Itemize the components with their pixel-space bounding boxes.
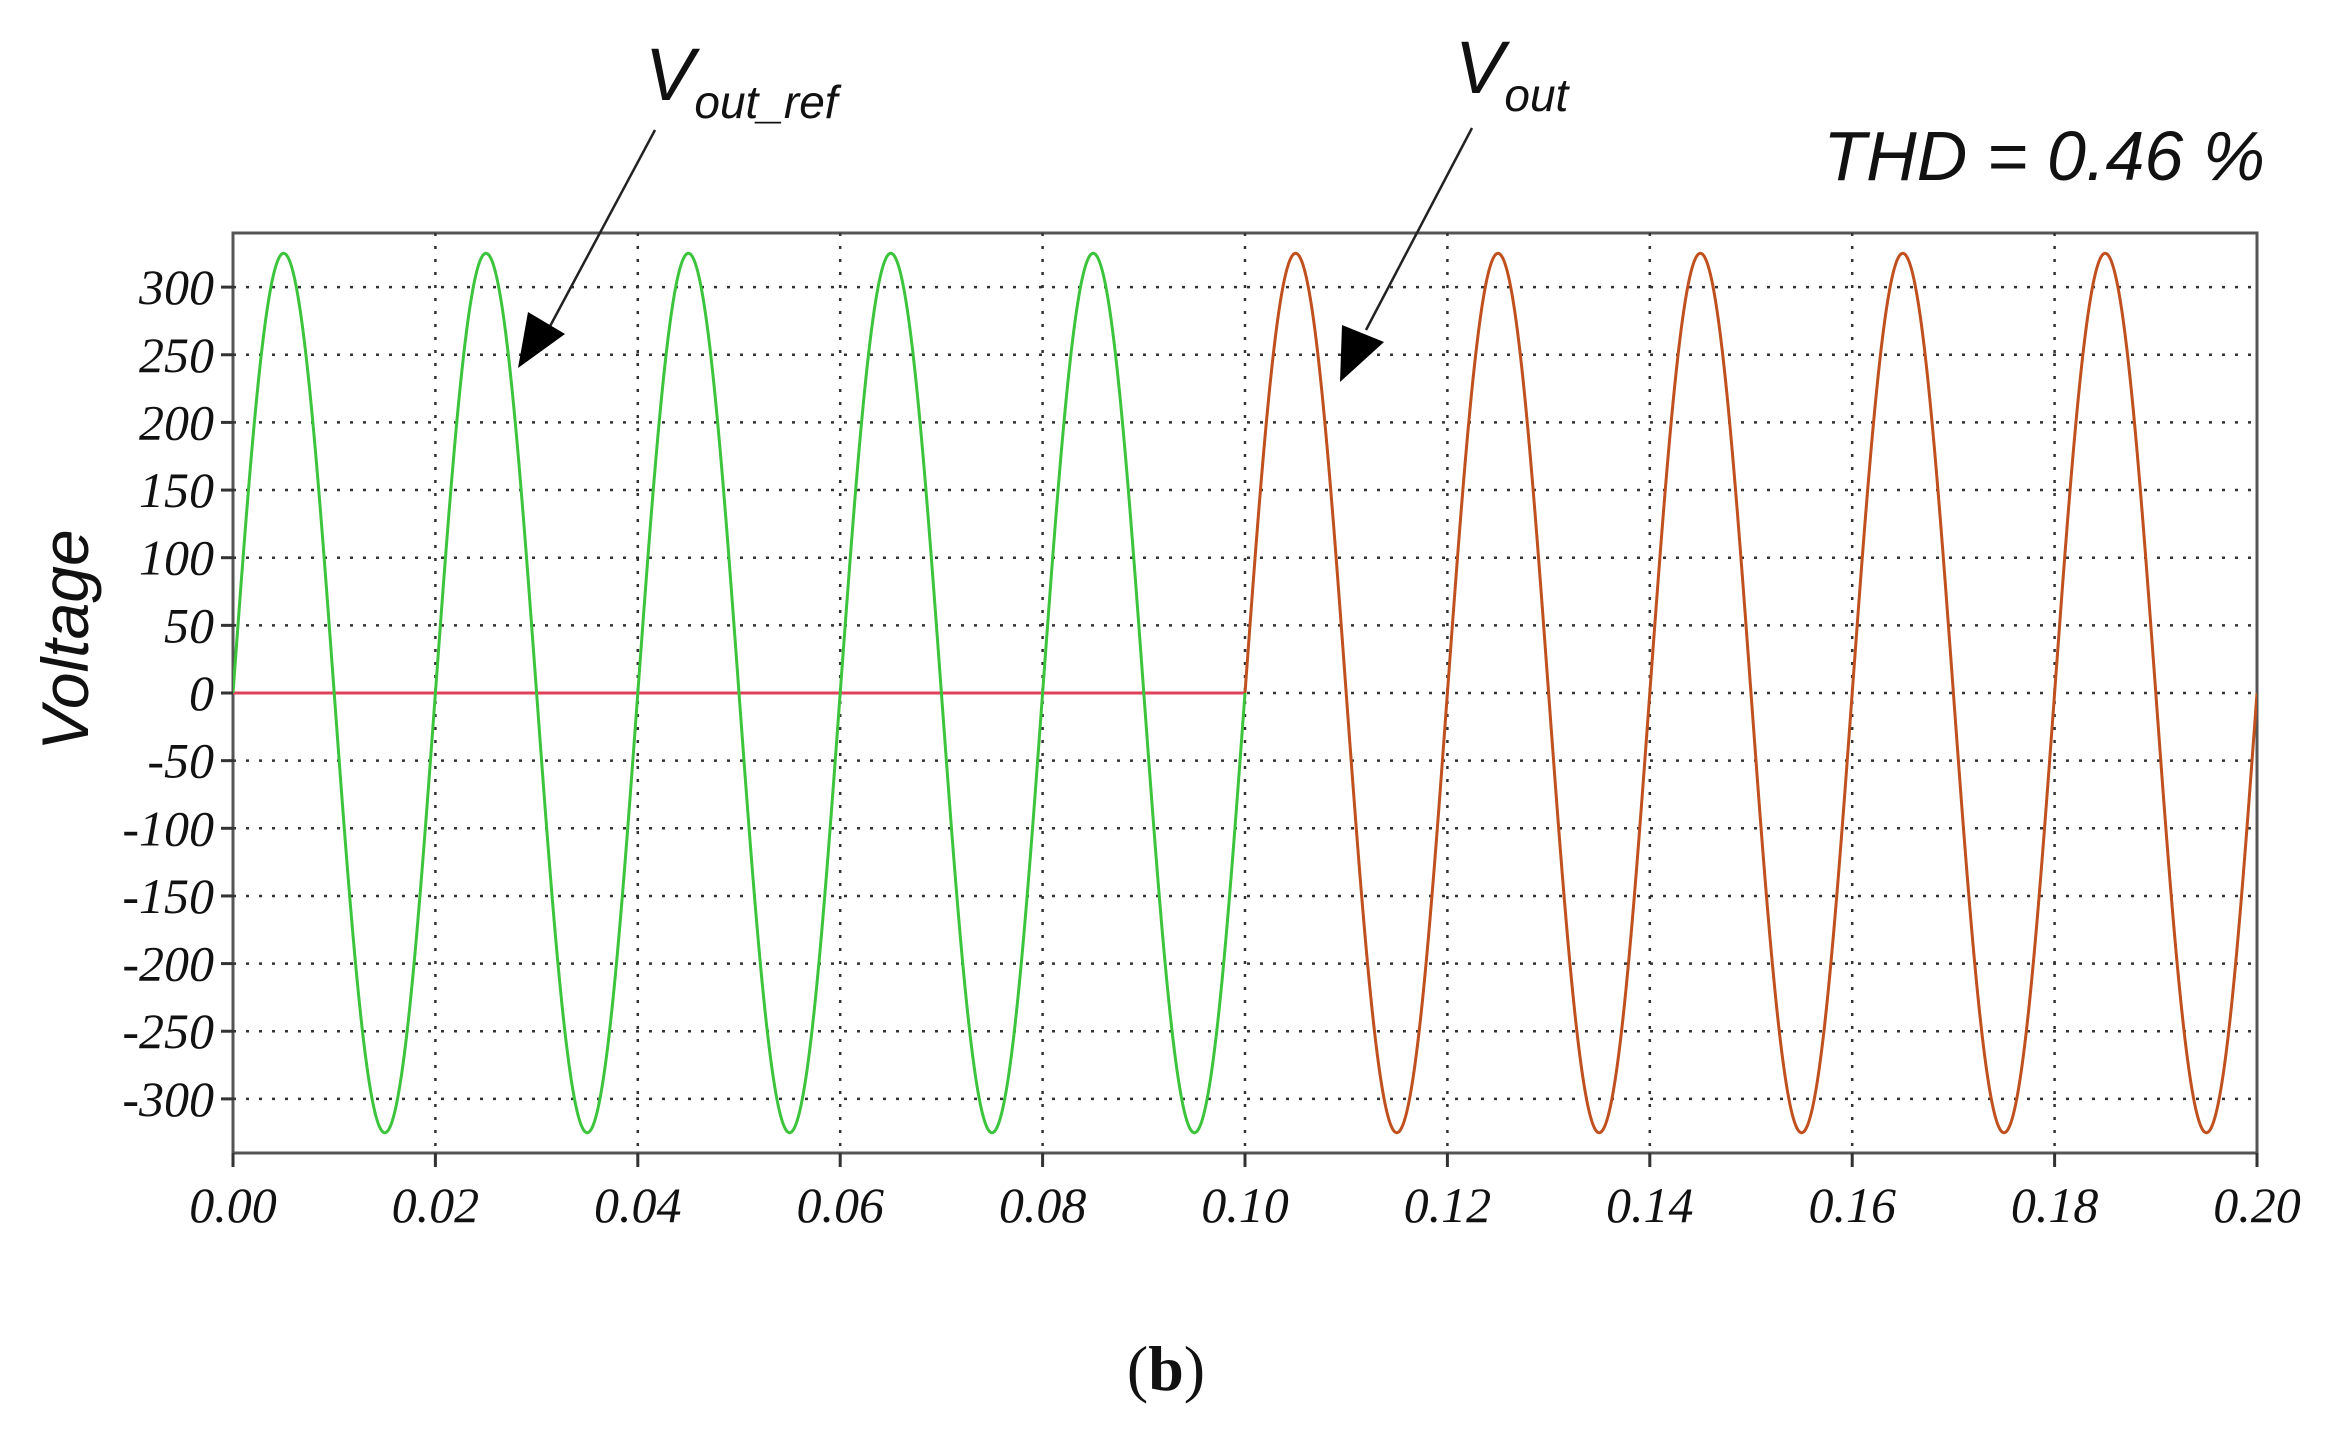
annotation-vout-ref-sub: out_ref — [694, 76, 841, 128]
thd-annotation: THD = 0.46 % — [1823, 117, 2265, 195]
annotation-vout-ref-base: V — [645, 33, 701, 116]
y-axis-label: Voltage — [28, 529, 102, 750]
annotation-vout-sub: out — [1504, 69, 1570, 121]
x-tick-label: 0.08 — [999, 1177, 1087, 1233]
y-tick-label: -100 — [122, 800, 214, 856]
svg-text:Vout: Vout — [1455, 26, 1571, 121]
x-tick-label: 0.16 — [1808, 1177, 1896, 1233]
x-tick-label: 0.06 — [796, 1177, 884, 1233]
x-tick-label: 0.12 — [1404, 1177, 1492, 1233]
y-tick-label: -300 — [122, 1071, 214, 1127]
panel-caption-open: ( — [1127, 1333, 1148, 1404]
y-tick-label: -200 — [122, 936, 214, 992]
panel-caption-close: ) — [1184, 1333, 1205, 1404]
x-tick-label: 0.14 — [1606, 1177, 1694, 1233]
annotation-vout-ref: Vout_ref — [518, 33, 842, 368]
y-tick-label: 300 — [138, 259, 214, 315]
x-tick-label: 0.04 — [594, 1177, 682, 1233]
x-axis: 0.00 0.02 0.04 0.06 0.08 0.10 0.12 0.14 0.16 0.18… — [189, 1153, 2301, 1233]
x-tick-label: 0.20 — [2213, 1177, 2301, 1233]
annotation-vout-arrow — [1364, 127, 1474, 331]
x-tick-label: 0.18 — [2011, 1177, 2099, 1233]
annotation-vout-arrowhead — [1340, 325, 1384, 382]
series-group — [233, 251, 2257, 1135]
series-vout-ref-line — [233, 251, 1247, 1135]
y-tick-label: -250 — [122, 1003, 214, 1059]
x-tick-label: 0.00 — [189, 1177, 277, 1233]
panel-caption: (b) — [1127, 1333, 1205, 1404]
y-tick-label: 100 — [139, 530, 214, 586]
y-tick-label: 150 — [139, 462, 214, 518]
y-tick-label: -50 — [147, 733, 214, 789]
x-tick-label: 0.02 — [392, 1177, 480, 1233]
panel-caption-letter: b — [1148, 1333, 1184, 1404]
y-tick-label: 250 — [139, 327, 214, 383]
annotation-vout-ref-arrowhead — [518, 312, 565, 368]
y-axis: 300 250 200 150 100 50 0 -50 -100 -150 -200 -250 -30… — [122, 259, 233, 1127]
x-tick-label: 0.10 — [1201, 1177, 1289, 1233]
y-tick-label: -150 — [122, 868, 214, 924]
annotation-vout-base: V — [1455, 26, 1511, 109]
y-tick-label: 0 — [189, 665, 214, 721]
series-vout-line — [1243, 251, 2257, 1135]
svg-text:Vout_ref: Vout_ref — [645, 33, 842, 128]
annotation-vout: Vout — [1340, 26, 1571, 382]
y-tick-label: 200 — [139, 394, 214, 450]
annotation-vout-ref-arrow — [546, 129, 657, 331]
y-tick-label: 50 — [164, 597, 214, 653]
